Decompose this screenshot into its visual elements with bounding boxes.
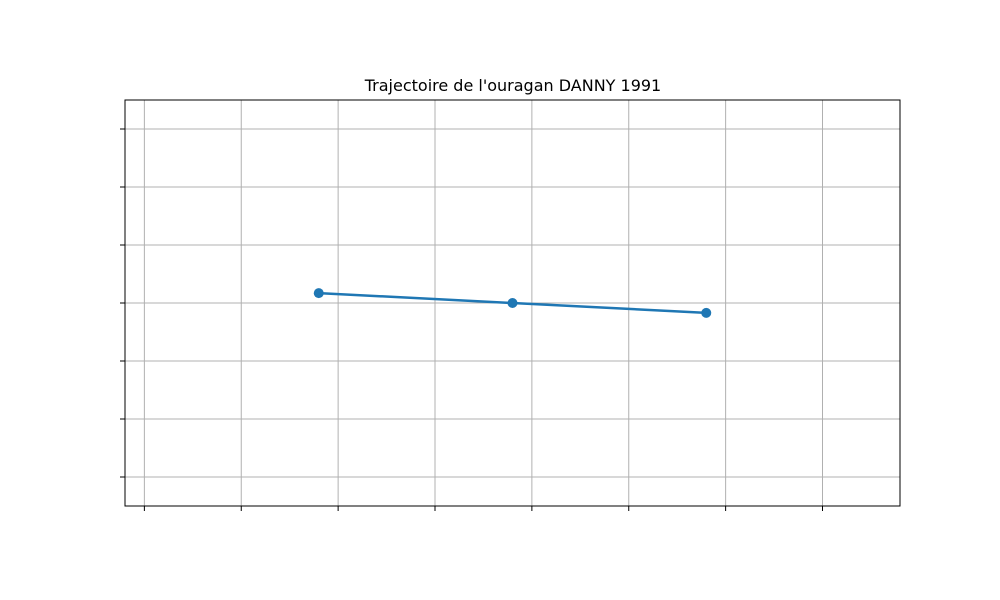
tick-layer (120, 128, 823, 511)
series-layer (313, 288, 712, 318)
plot-frame (124, 99, 901, 507)
chart-title: Trajectoire de l'ouragan DANNY 1991 (364, 76, 661, 95)
data-point-2 (701, 307, 712, 318)
grid-layer (125, 100, 900, 506)
data-point-1 (507, 298, 518, 308)
data-point-0 (313, 288, 324, 299)
